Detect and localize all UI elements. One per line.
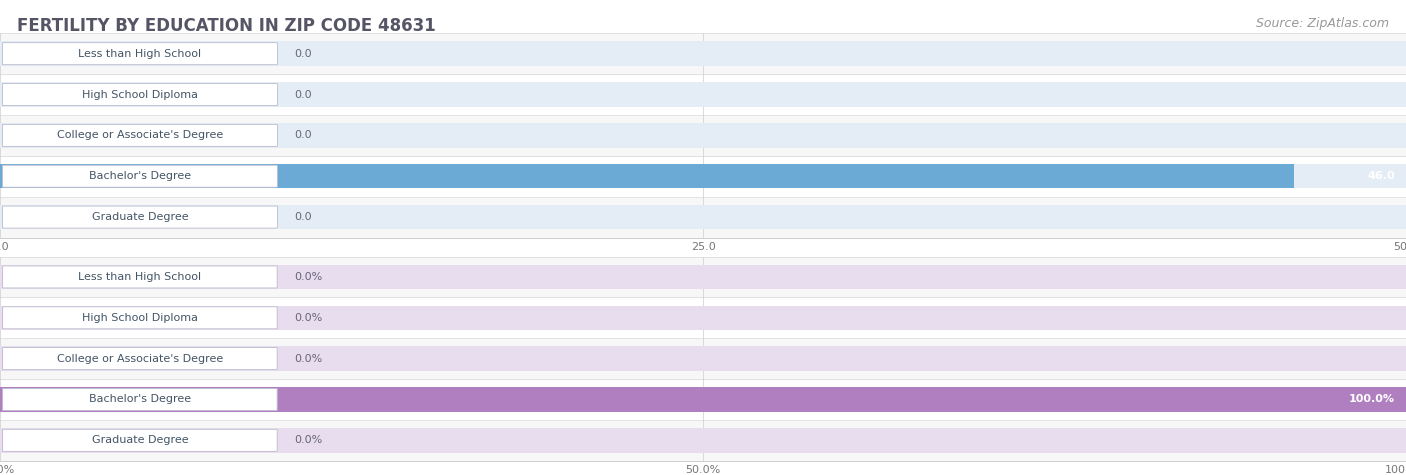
Text: Bachelor's Degree: Bachelor's Degree xyxy=(89,171,191,181)
Bar xyxy=(0,387,1406,412)
FancyBboxPatch shape xyxy=(3,206,277,228)
Bar xyxy=(0,197,1406,238)
Bar xyxy=(0,387,1406,412)
Text: Less than High School: Less than High School xyxy=(79,48,201,59)
Bar xyxy=(0,256,1406,297)
FancyBboxPatch shape xyxy=(3,307,277,329)
Bar xyxy=(0,156,1406,197)
Bar xyxy=(0,82,1406,107)
FancyBboxPatch shape xyxy=(3,389,277,410)
Text: FERTILITY BY EDUCATION IN ZIP CODE 48631: FERTILITY BY EDUCATION IN ZIP CODE 48631 xyxy=(17,17,436,35)
Text: 46.0: 46.0 xyxy=(1367,171,1395,181)
Bar xyxy=(0,164,1294,189)
FancyBboxPatch shape xyxy=(3,266,277,288)
Bar xyxy=(0,428,1406,453)
FancyBboxPatch shape xyxy=(3,348,277,370)
Text: College or Associate's Degree: College or Associate's Degree xyxy=(56,130,224,141)
FancyBboxPatch shape xyxy=(3,429,277,451)
FancyBboxPatch shape xyxy=(3,84,277,105)
Text: Bachelor's Degree: Bachelor's Degree xyxy=(89,394,191,405)
Text: 100.0%: 100.0% xyxy=(1348,394,1395,405)
Bar xyxy=(0,115,1406,156)
Text: Less than High School: Less than High School xyxy=(79,272,201,282)
Bar xyxy=(0,33,1406,74)
FancyBboxPatch shape xyxy=(3,165,277,187)
Bar xyxy=(0,338,1406,379)
Bar xyxy=(0,205,1406,229)
Bar xyxy=(0,346,1406,371)
Text: 0.0: 0.0 xyxy=(294,212,312,222)
Text: Source: ZipAtlas.com: Source: ZipAtlas.com xyxy=(1256,17,1389,29)
Bar xyxy=(0,74,1406,115)
Text: 0.0%: 0.0% xyxy=(294,435,322,446)
Text: High School Diploma: High School Diploma xyxy=(82,89,198,100)
Bar xyxy=(0,297,1406,338)
Bar xyxy=(0,123,1406,148)
Text: 0.0: 0.0 xyxy=(294,130,312,141)
Bar xyxy=(0,41,1406,66)
FancyBboxPatch shape xyxy=(3,124,277,146)
Bar xyxy=(0,265,1406,289)
FancyBboxPatch shape xyxy=(3,43,277,65)
Text: College or Associate's Degree: College or Associate's Degree xyxy=(56,353,224,364)
Text: 0.0: 0.0 xyxy=(294,48,312,59)
Bar xyxy=(0,164,1406,189)
Text: 0.0: 0.0 xyxy=(294,89,312,100)
Text: Graduate Degree: Graduate Degree xyxy=(91,212,188,222)
Bar xyxy=(0,305,1406,330)
Bar xyxy=(0,379,1406,420)
Text: 0.0%: 0.0% xyxy=(294,313,322,323)
Text: 0.0%: 0.0% xyxy=(294,272,322,282)
Text: Graduate Degree: Graduate Degree xyxy=(91,435,188,446)
Bar xyxy=(0,420,1406,461)
Text: 0.0%: 0.0% xyxy=(294,353,322,364)
Text: High School Diploma: High School Diploma xyxy=(82,313,198,323)
